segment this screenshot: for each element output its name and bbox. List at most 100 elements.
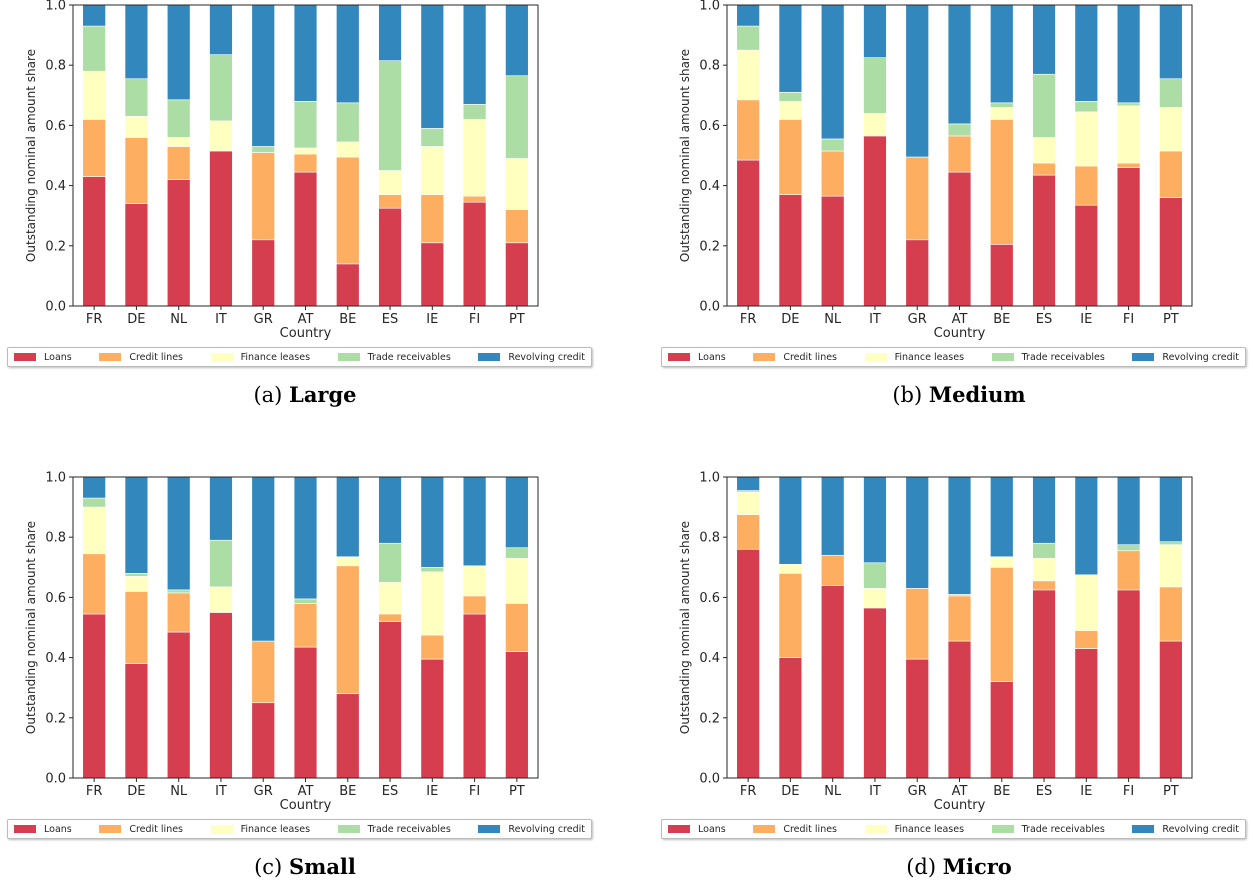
bar-segment-pt-loans (505, 651, 529, 779)
bar-segment-es-revolving-credit (378, 4, 402, 61)
x-tick-label: GR (908, 312, 927, 327)
bar-segment-gr-revolving-credit (251, 4, 275, 147)
axes-frame (72, 4, 539, 307)
legend-item-finance-leases: Finance leases (210, 352, 310, 363)
x-tick-label: IT (215, 784, 227, 799)
legend-label: Trade receivables (367, 823, 451, 835)
y-tick-label: 0.6 (699, 591, 720, 606)
bar-segment-fr-loans (82, 613, 106, 779)
bar-segment-it-trade-receivables (209, 54, 233, 122)
bar-segment-nl-credit-lines (166, 146, 191, 180)
bar-segment-es-revolving-credit (1032, 4, 1056, 75)
bar-segment-fi-trade-receivables (1116, 544, 1141, 552)
x-tick-label: GR (254, 312, 273, 327)
bar-segment-ie-credit-lines (420, 194, 445, 244)
x-tick-label: NL (170, 784, 188, 799)
legend-item-trade-receivables: Trade receivables (337, 351, 451, 363)
bar-segment-ie-revolving-credit (420, 4, 445, 129)
bar-segment-de-credit-lines (124, 591, 149, 664)
legend-item-credit-lines: Credit lines (753, 824, 837, 835)
legend-item-loans: Loans (14, 352, 72, 363)
bar-segment-pt-trade-receivables (1159, 78, 1183, 108)
y-tick-label: 0.2 (45, 711, 66, 726)
caption-small: (c) Small (5, 854, 605, 879)
bar-segment-ie-loans (1074, 204, 1099, 307)
bar-segment-at-credit-lines (947, 135, 972, 173)
bar-segment-nl-loans (820, 585, 845, 779)
legend-label: Loans (44, 351, 72, 363)
x-axis-label: Country (934, 326, 986, 341)
legend-label: Credit lines (129, 823, 184, 835)
y-tick-label: 1.0 (699, 0, 720, 14)
bar-segment-gr-revolving-credit (905, 4, 929, 158)
bar-segment-es-trade-receivables (1032, 73, 1056, 138)
bar-segment-it-loans (863, 135, 887, 307)
bar-segment-nl-credit-lines (820, 150, 845, 197)
bar-segment-es-finance-leases (1032, 137, 1056, 164)
bar-segment-nl-credit-lines (166, 592, 191, 633)
chart-panel-small: FR DE NL IT GR AT BE ES IE FI PT 0.0 0.2 0.4 0.6 0.8 1.0… (5, 471, 605, 892)
y-tick-label: 0.4 (699, 651, 720, 666)
bar-segment-fi-revolving-credit (1116, 4, 1141, 104)
caption-prefix: (a) (253, 383, 283, 407)
bar-segment-es-credit-lines (378, 613, 402, 622)
legend-swatch (668, 353, 690, 361)
x-tick-label: IT (869, 784, 881, 799)
bar-segment-de-credit-lines (124, 137, 149, 204)
bar-segment-fr-trade-receivables (736, 25, 760, 51)
legend-swatch (991, 825, 1014, 833)
legend-label: Revolving credit (508, 823, 585, 835)
legend-swatch (99, 353, 122, 361)
y-tick-label: 0.6 (45, 591, 66, 606)
caption-title: Large (289, 382, 357, 407)
y-tick-label: 0.6 (699, 119, 720, 134)
legend-swatch (14, 825, 36, 833)
x-tick-label: FI (1123, 784, 1134, 799)
bar-segment-fi-trade-receivables (1116, 102, 1141, 107)
bar-segment-de-finance-leases (124, 116, 149, 138)
bar-segment-nl-loans (166, 179, 191, 307)
bar-segment-fr-finance-leases (82, 70, 106, 120)
x-tick-label: FR (86, 312, 103, 327)
bar-segment-gr-loans (251, 702, 275, 779)
legend-item-credit-lines: Credit lines (99, 352, 183, 363)
bar-segment-be-finance-leases (990, 556, 1014, 568)
bar-segment-be-revolving-credit (990, 476, 1014, 558)
legend: Loans Credit lines Finance leases Trade rec… (661, 347, 1246, 367)
legend-label: Finance leases (894, 351, 965, 363)
legend-swatch (991, 353, 1014, 361)
x-tick-label: BE (339, 784, 356, 799)
caption-large: (a) Large (5, 382, 605, 407)
bar-segment-de-finance-leases (778, 563, 803, 574)
legend-label: Loans (698, 823, 726, 835)
bar-segment-gr-revolving-credit (905, 476, 929, 589)
bar-segment-at-loans (293, 171, 318, 307)
x-tick-label: IT (869, 312, 881, 327)
bar-segment-be-loans (336, 693, 360, 779)
bar-segment-at-revolving-credit (293, 4, 318, 102)
bar-segment-ie-credit-lines (1074, 630, 1099, 649)
bar-segment-gr-loans (251, 239, 275, 307)
bar-segment-fi-loans (462, 613, 487, 779)
bar-segment-it-finance-leases (209, 120, 233, 152)
legend-swatch (1132, 825, 1155, 833)
x-tick-label: AT (952, 312, 968, 327)
bar-segment-ie-revolving-credit (1074, 4, 1099, 102)
x-tick-label: DE (781, 312, 799, 327)
bar-segment-de-trade-receivables (124, 573, 149, 577)
bar-segment-be-credit-lines (990, 567, 1014, 682)
y-tick-label: 1.0 (45, 471, 66, 486)
legend-swatch (478, 825, 501, 833)
bar-segment-fi-loans (462, 201, 487, 307)
x-tick-label: FR (86, 784, 103, 799)
bar-segment-pt-finance-leases (1159, 107, 1183, 152)
bar-segment-ie-finance-leases (420, 146, 445, 195)
legend-swatch (753, 353, 776, 361)
y-tick-label: 0.6 (45, 119, 66, 134)
bar-segment-fr-finance-leases (82, 506, 106, 555)
bar-segment-at-loans (293, 646, 318, 779)
bar-segment-es-trade-receivables (378, 60, 402, 171)
bar-segment-fi-finance-leases (462, 119, 487, 197)
bar-segment-nl-revolving-credit (820, 476, 845, 556)
legend-label: Trade receivables (367, 351, 451, 363)
